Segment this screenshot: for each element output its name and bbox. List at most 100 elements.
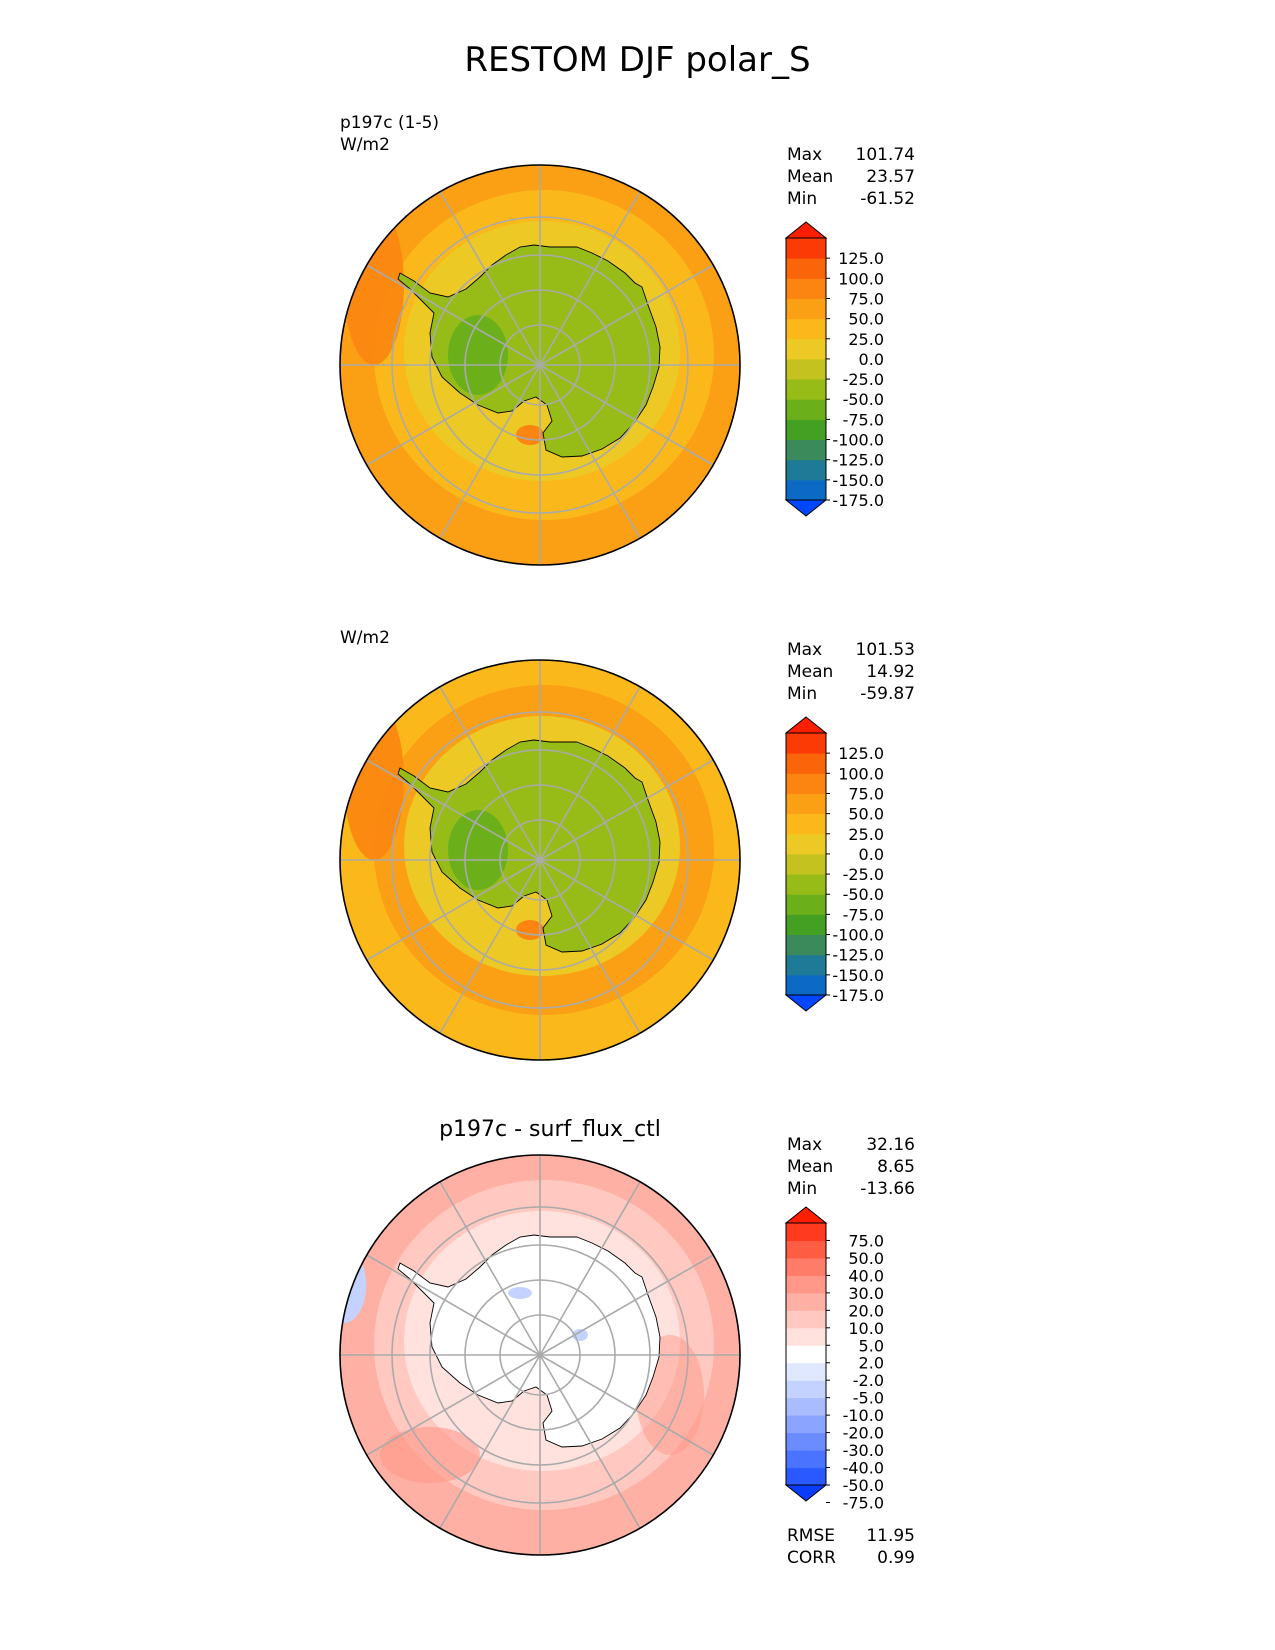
- colorbar-tick-label: -175.0: [832, 986, 884, 1005]
- panel-3-extra-stats: RMSE 11.95 CORR 0.99: [787, 1525, 915, 1569]
- colorbar-tick-label: 10.0: [848, 1319, 884, 1338]
- colorbar-segment: [786, 419, 826, 441]
- panel-1-stat-max-label: Max: [787, 145, 823, 165]
- colorbar-segment: [786, 1292, 826, 1311]
- colorbar-extend-max: [784, 716, 828, 734]
- map-meridian-line: [539, 364, 644, 543]
- colorbar-segment: [786, 1362, 826, 1381]
- colorbar-segment: [786, 298, 826, 320]
- colorbar-segment: [786, 1240, 826, 1259]
- colorbar-tick-label: 30.0: [848, 1284, 884, 1303]
- colorbar-tick-label: -75.0: [843, 905, 884, 924]
- colorbar-tick-label: 0.0: [859, 350, 884, 369]
- panel-1-stat-mean-label: Mean: [787, 167, 834, 187]
- colorbar-frame: [785, 732, 827, 996]
- colorbar-segment: [786, 813, 826, 835]
- colorbar-segment: [786, 1432, 826, 1451]
- panel-1-label-line-1: p197c (1-5): [340, 113, 440, 133]
- colorbar-extend-min: [784, 1484, 828, 1502]
- colorbar-segment: [786, 399, 826, 420]
- map-land-low-west: [448, 810, 508, 890]
- panel-2-stat-mean-label: Mean: [787, 662, 834, 682]
- map-meridian-line: [362, 364, 541, 469]
- colorbar-tick-label: 75.0: [848, 784, 884, 803]
- panel-3-stat-rmse-label: RMSE: [787, 1526, 836, 1546]
- colorbar-frame: [785, 237, 827, 501]
- panel-3-title: p197c - surf_flux_ctl: [439, 1117, 661, 1142]
- panel-1-units: W/m2: [340, 135, 390, 155]
- colorbar-tick-label: 75.0: [848, 1231, 884, 1250]
- map-meridian-line: [539, 1251, 718, 1356]
- panel-3-stat-min-label: Min: [787, 1179, 818, 1199]
- map-meridian-line: [436, 1354, 541, 1533]
- panel-2-stat-max-value: 101.53: [855, 640, 915, 660]
- colorbar-tick-label: -40.0: [843, 1459, 884, 1478]
- panel-3-stat-mean-label: Mean: [787, 1157, 834, 1177]
- colorbar-segment: [786, 479, 826, 501]
- map-meridian-line: [436, 682, 541, 861]
- panel-1-stat-mean-value: 23.57: [866, 167, 915, 187]
- figure-title: RESTOM DJF polar_S: [464, 40, 811, 80]
- panel-3-stat-max-label: Max: [787, 1135, 823, 1155]
- colorbar-segment: [786, 1327, 826, 1346]
- colorbar-segment: [786, 914, 826, 936]
- map-meridian-line: [436, 859, 541, 1038]
- colorbar-tick-label: 40.0: [848, 1266, 884, 1285]
- colorbar-tick-label: 25.0: [848, 825, 884, 844]
- colorbar-segment: [786, 853, 826, 875]
- colorbar-segment: [786, 1467, 826, 1486]
- map-meridian-line: [539, 261, 718, 366]
- map-meridian-line: [362, 261, 541, 366]
- map-meridian-line: [362, 1354, 541, 1459]
- panel-1-stats: Max 101.74 Mean 23.57 Min -61.52: [787, 144, 915, 210]
- map-warm-patch: [344, 700, 404, 860]
- panel-2-stat-min-label: Min: [787, 684, 818, 704]
- colorbar-tick-label: -50.0: [843, 1476, 884, 1495]
- colorbar-tick-label: 75.0: [848, 289, 884, 308]
- map-meridian-line: [362, 756, 541, 861]
- colorbar-tick-label: 50.0: [848, 805, 884, 824]
- panel-3-stat-corr-value: 0.99: [877, 1548, 915, 1568]
- panel-2-stat-min-value: -59.87: [860, 684, 915, 704]
- colorbar-tick-label: 100.0: [838, 764, 884, 783]
- colorbar-tick-label: -25.0: [843, 370, 884, 389]
- colorbar-tick-label: -50.0: [843, 885, 884, 904]
- panel-3-stat-min-value: -13.66: [860, 1179, 915, 1199]
- map-meridian-line: [539, 756, 718, 861]
- colorbar-segment: [786, 318, 826, 340]
- colorbar-tick-label: -125.0: [832, 946, 884, 965]
- panel-1-polar-map: [339, 164, 741, 566]
- colorbar-extend-max: [784, 1206, 828, 1224]
- map-land-low-west: [448, 315, 508, 395]
- colorbar-tick-label: -20.0: [843, 1424, 884, 1443]
- map-meridian-line: [436, 1177, 541, 1356]
- map-meridian-line: [539, 1354, 644, 1533]
- colorbar-segment: [786, 1257, 826, 1276]
- map-land-neg-spot: [508, 1287, 532, 1299]
- panel-3-stat-corr-label: CORR: [787, 1548, 836, 1568]
- colorbar-tick-label: -150.0: [832, 966, 884, 985]
- colorbar-tick-label: 5.0: [859, 1336, 884, 1355]
- colorbar-segment: [786, 874, 826, 895]
- colorbar-tick-label: -50.0: [843, 390, 884, 409]
- colorbar-tick-label: -75.0: [843, 1493, 884, 1512]
- colorbar-tick-label: -100.0: [832, 431, 884, 450]
- map-boundary: [339, 1154, 741, 1556]
- colorbar-extend-min: [784, 499, 828, 517]
- colorbar-extend-min: [784, 994, 828, 1012]
- colorbar-tick-label: 2.0: [859, 1354, 884, 1373]
- colorbar-tick-label: -75.0: [843, 410, 884, 429]
- colorbar-segment: [786, 1380, 826, 1399]
- colorbar-segment: [786, 358, 826, 380]
- panel-2-stat-max-label: Max: [787, 640, 823, 660]
- colorbar-segment: [786, 379, 826, 400]
- colorbar-segment: [786, 934, 826, 956]
- map-meridian-line: [362, 859, 541, 964]
- colorbar-tick-label: 125.0: [838, 744, 884, 763]
- map-meridian-line: [539, 1177, 644, 1356]
- map-meridian-line: [436, 187, 541, 366]
- panel-3-stat-rmse-value: 11.95: [866, 1526, 915, 1546]
- colorbar-tick-label: -150.0: [832, 471, 884, 490]
- colorbar-tick-label: -100.0: [832, 926, 884, 945]
